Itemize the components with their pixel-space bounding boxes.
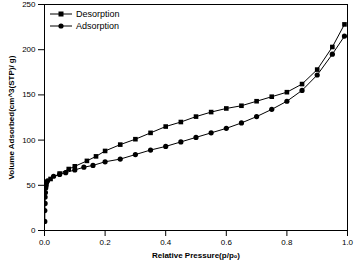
svg-text:0.0: 0.0 bbox=[39, 238, 51, 247]
svg-text:150: 150 bbox=[22, 90, 36, 99]
svg-text:1.0: 1.0 bbox=[342, 238, 354, 247]
svg-text:200: 200 bbox=[22, 45, 36, 54]
svg-text:Volume Adsorbed(cm^3(STP)/ g): Volume Adsorbed(cm^3(STP)/ g) bbox=[7, 55, 16, 179]
svg-text:250: 250 bbox=[22, 0, 36, 9]
html-text:Adsorption: Adsorption bbox=[76, 21, 119, 31]
svg-text:0.6: 0.6 bbox=[221, 238, 233, 247]
svg-text:0: 0 bbox=[31, 226, 36, 235]
svg-text:100: 100 bbox=[22, 136, 36, 145]
svg-text:0.8: 0.8 bbox=[281, 238, 293, 247]
svg-text:Relative Pressure(p/p₀): Relative Pressure(p/p₀) bbox=[152, 251, 240, 260]
svg-text:0.4: 0.4 bbox=[160, 238, 172, 247]
svg-text:0.2: 0.2 bbox=[100, 238, 112, 247]
html-text:Desorption: Desorption bbox=[76, 9, 120, 19]
svg-text:50: 50 bbox=[27, 181, 36, 190]
